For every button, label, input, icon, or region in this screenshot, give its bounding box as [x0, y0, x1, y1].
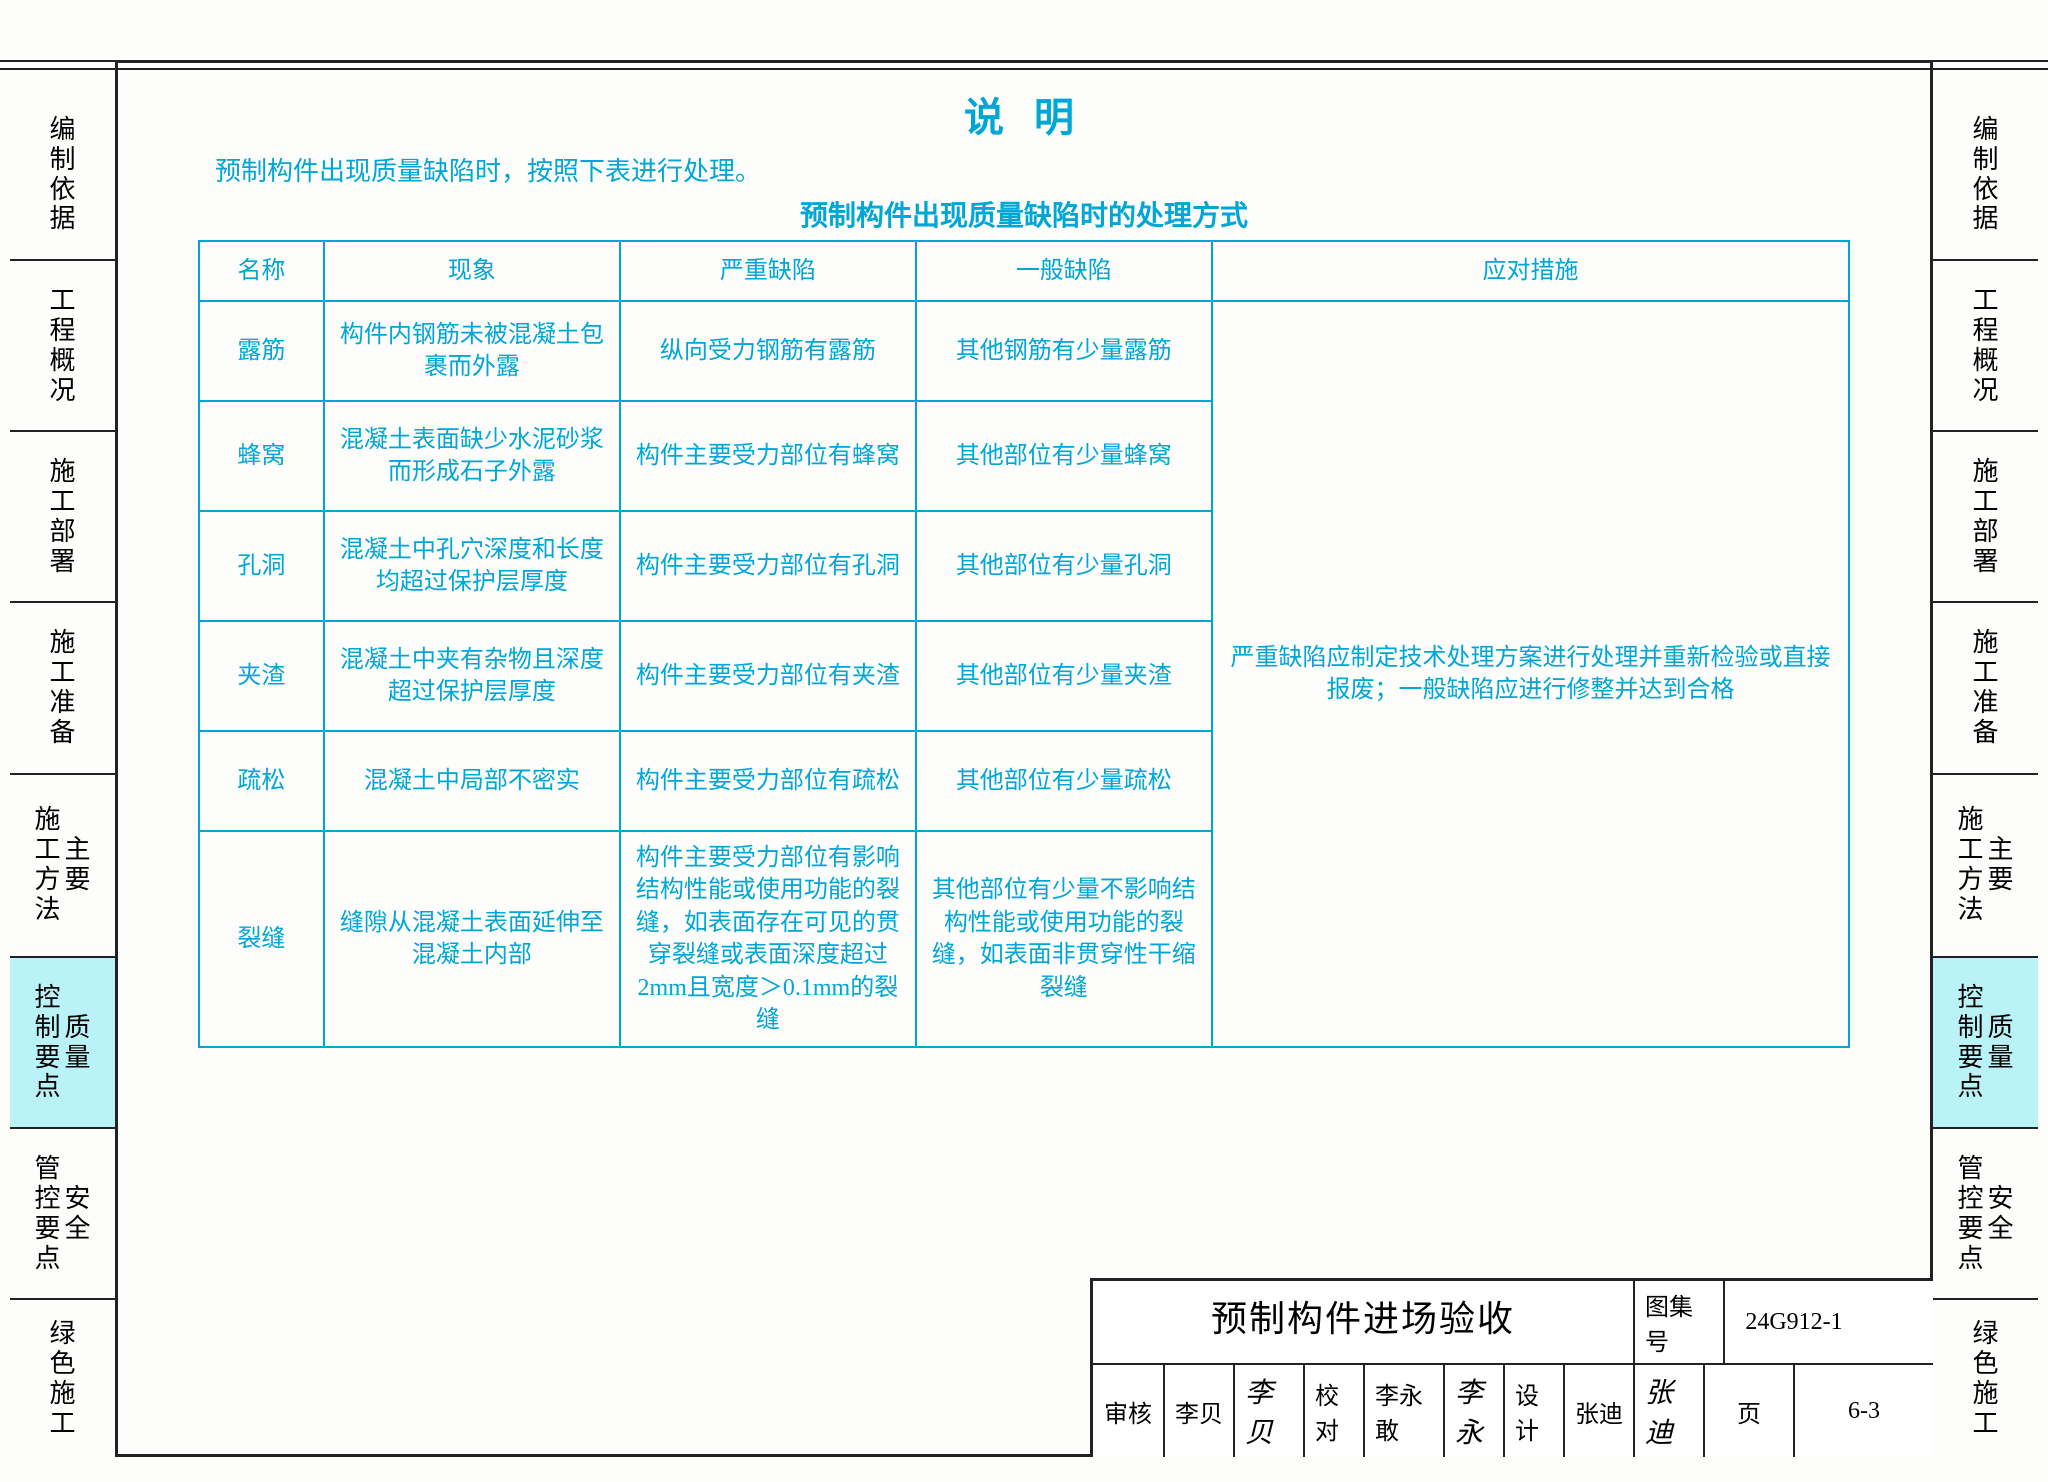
set-label: 图集号 — [1633, 1281, 1723, 1363]
cell-phenomenon: 混凝土中孔穴深度和长度均超过保护层厚度 — [324, 511, 620, 621]
side-tab-6[interactable]: 管控要点安全 — [10, 1127, 115, 1298]
cell-severe: 纵向受力钢筋有露筋 — [620, 301, 916, 401]
drawing-title: 预制构件进场验收 — [1093, 1281, 1633, 1351]
side-tab-label: 施工准备 — [49, 628, 75, 748]
col-header-3: 一般缺陷 — [916, 241, 1212, 301]
side-tab-3[interactable]: 施工准备 — [1933, 601, 2038, 772]
cell-general: 其他钢筋有少量露筋 — [916, 301, 1212, 401]
side-tab-label: 绿色施工 — [49, 1319, 75, 1439]
main-content: 说 明 预制构件出现质量缺陷时，按照下表进行处理。 预制构件出现质量缺陷时的处理… — [115, 60, 1933, 1457]
side-tab-7[interactable]: 绿色施工 — [10, 1298, 115, 1457]
side-tab-label: 施工准备 — [1972, 628, 1998, 748]
cell-phenomenon: 构件内钢筋未被混凝土包裹而外露 — [324, 301, 620, 401]
side-tab-label: 安全 — [1988, 1184, 2014, 1244]
side-tab-label: 工程概况 — [49, 286, 75, 406]
side-tab-label: 施工方法 — [34, 805, 60, 925]
side-tab-label: 安全 — [65, 1184, 91, 1244]
cell-severe: 构件主要受力部位有蜂窝 — [620, 401, 916, 511]
cell-severe: 构件主要受力部位有影响结构性能或使用功能的裂缝，如表面存在可见的贯穿裂缝或表面深… — [620, 831, 916, 1047]
check-label: 校对 — [1303, 1363, 1363, 1457]
intro-text: 预制构件出现质量缺陷时，按照下表进行处理。 — [215, 151, 1903, 188]
side-tab-3[interactable]: 施工准备 — [10, 601, 115, 772]
side-tab-label: 绿色施工 — [1972, 1319, 1998, 1439]
side-tab-2[interactable]: 施工部署 — [1933, 430, 2038, 601]
defect-table: 名称现象严重缺陷一般缺陷应对措施露筋构件内钢筋未被混凝土包裹而外露纵向受力钢筋有… — [198, 240, 1851, 1048]
side-tab-label: 施工部署 — [1972, 457, 1998, 577]
review-label: 审核 — [1093, 1363, 1163, 1457]
side-tab-label: 控制要点 — [34, 983, 60, 1103]
cell-general: 其他部位有少量孔洞 — [916, 511, 1212, 621]
review-signature: 李贝 — [1233, 1363, 1303, 1457]
side-tab-0[interactable]: 编制依据 — [10, 90, 115, 259]
page-label: 页 — [1703, 1363, 1793, 1457]
design-name: 张迪 — [1563, 1363, 1633, 1457]
side-tab-5[interactable]: 控制要点质量 — [10, 956, 115, 1127]
page-number: 6-3 — [1793, 1363, 1933, 1457]
side-tab-0[interactable]: 编制依据 — [1933, 90, 2038, 259]
cell-name: 露筋 — [199, 301, 324, 401]
side-tab-4[interactable]: 施工方法主要 — [1933, 773, 2038, 957]
col-header-2: 严重缺陷 — [620, 241, 916, 301]
cell-name: 孔洞 — [199, 511, 324, 621]
design-label: 设计 — [1503, 1363, 1563, 1457]
cell-severe: 构件主要受力部位有孔洞 — [620, 511, 916, 621]
cell-name: 裂缝 — [199, 831, 324, 1047]
cell-phenomenon: 混凝土中局部不密实 — [324, 731, 620, 831]
side-tab-label: 管控要点 — [34, 1154, 60, 1274]
side-tab-label: 主要 — [65, 835, 91, 895]
cell-measures: 严重缺陷应制定技术处理方案进行处理并重新检验或直接报废；一般缺陷应进行修整并达到… — [1212, 301, 1849, 1047]
side-tabs-right: 编制依据工程概况施工部署施工准备施工方法主要控制要点质量管控要点安全绿色施工 — [1933, 90, 2038, 1457]
side-tab-2[interactable]: 施工部署 — [10, 430, 115, 601]
check-name: 李永敢 — [1363, 1363, 1443, 1457]
side-tab-label: 施工方法 — [1957, 805, 1983, 925]
side-tab-label: 管控要点 — [1957, 1154, 1983, 1274]
check-signature: 李永 — [1443, 1363, 1503, 1457]
side-tabs-left: 编制依据工程概况施工部署施工准备施工方法主要控制要点质量管控要点安全绿色施工 — [10, 90, 115, 1457]
side-tab-label: 主要 — [1988, 835, 2014, 895]
col-header-0: 名称 — [199, 241, 324, 301]
side-tab-label: 编制依据 — [1972, 115, 1998, 235]
side-tab-label: 施工部署 — [49, 457, 75, 577]
side-tab-label: 控制要点 — [1957, 983, 1983, 1103]
side-tab-label: 编制依据 — [49, 115, 75, 235]
table-caption: 预制构件出现质量缺陷时的处理方式 — [145, 194, 1903, 234]
set-number: 24G912-1 — [1723, 1281, 1863, 1363]
side-tab-4[interactable]: 施工方法主要 — [10, 773, 115, 957]
col-header-4: 应对措施 — [1212, 241, 1849, 301]
cell-phenomenon: 混凝土表面缺少水泥砂浆而形成石子外露 — [324, 401, 620, 511]
cell-general: 其他部位有少量夹渣 — [916, 621, 1212, 731]
side-tab-7[interactable]: 绿色施工 — [1933, 1298, 2038, 1457]
side-tab-label: 质量 — [1988, 1013, 2014, 1073]
cell-general: 其他部位有少量蜂窝 — [916, 401, 1212, 511]
side-tab-6[interactable]: 管控要点安全 — [1933, 1127, 2038, 1298]
cell-phenomenon: 混凝土中夹有杂物且深度超过保护层厚度 — [324, 621, 620, 731]
cell-phenomenon: 缝隙从混凝土表面延伸至混凝土内部 — [324, 831, 620, 1047]
cell-name: 夹渣 — [199, 621, 324, 731]
side-tab-label: 工程概况 — [1972, 286, 1998, 406]
cell-severe: 构件主要受力部位有疏松 — [620, 731, 916, 831]
side-tab-5[interactable]: 控制要点质量 — [1933, 956, 2038, 1127]
page-title: 说 明 — [145, 85, 1903, 143]
review-name: 李贝 — [1163, 1363, 1233, 1457]
design-signature: 张迪 — [1633, 1363, 1703, 1457]
col-header-1: 现象 — [324, 241, 620, 301]
side-tab-label: 质量 — [65, 1013, 91, 1073]
side-tab-1[interactable]: 工程概况 — [10, 259, 115, 430]
cell-general: 其他部位有少量疏松 — [916, 731, 1212, 831]
cell-severe: 构件主要受力部位有夹渣 — [620, 621, 916, 731]
cell-name: 蜂窝 — [199, 401, 324, 511]
cell-name: 疏松 — [199, 731, 324, 831]
cell-general: 其他部位有少量不影响结构性能或使用功能的裂缝，如表面非贯穿性干缩裂缝 — [916, 831, 1212, 1047]
side-tab-1[interactable]: 工程概况 — [1933, 259, 2038, 430]
title-block: 预制构件进场验收 图集号 24G912-1 审核 李贝 李贝 校对 李永敢 李永… — [1090, 1278, 1933, 1457]
